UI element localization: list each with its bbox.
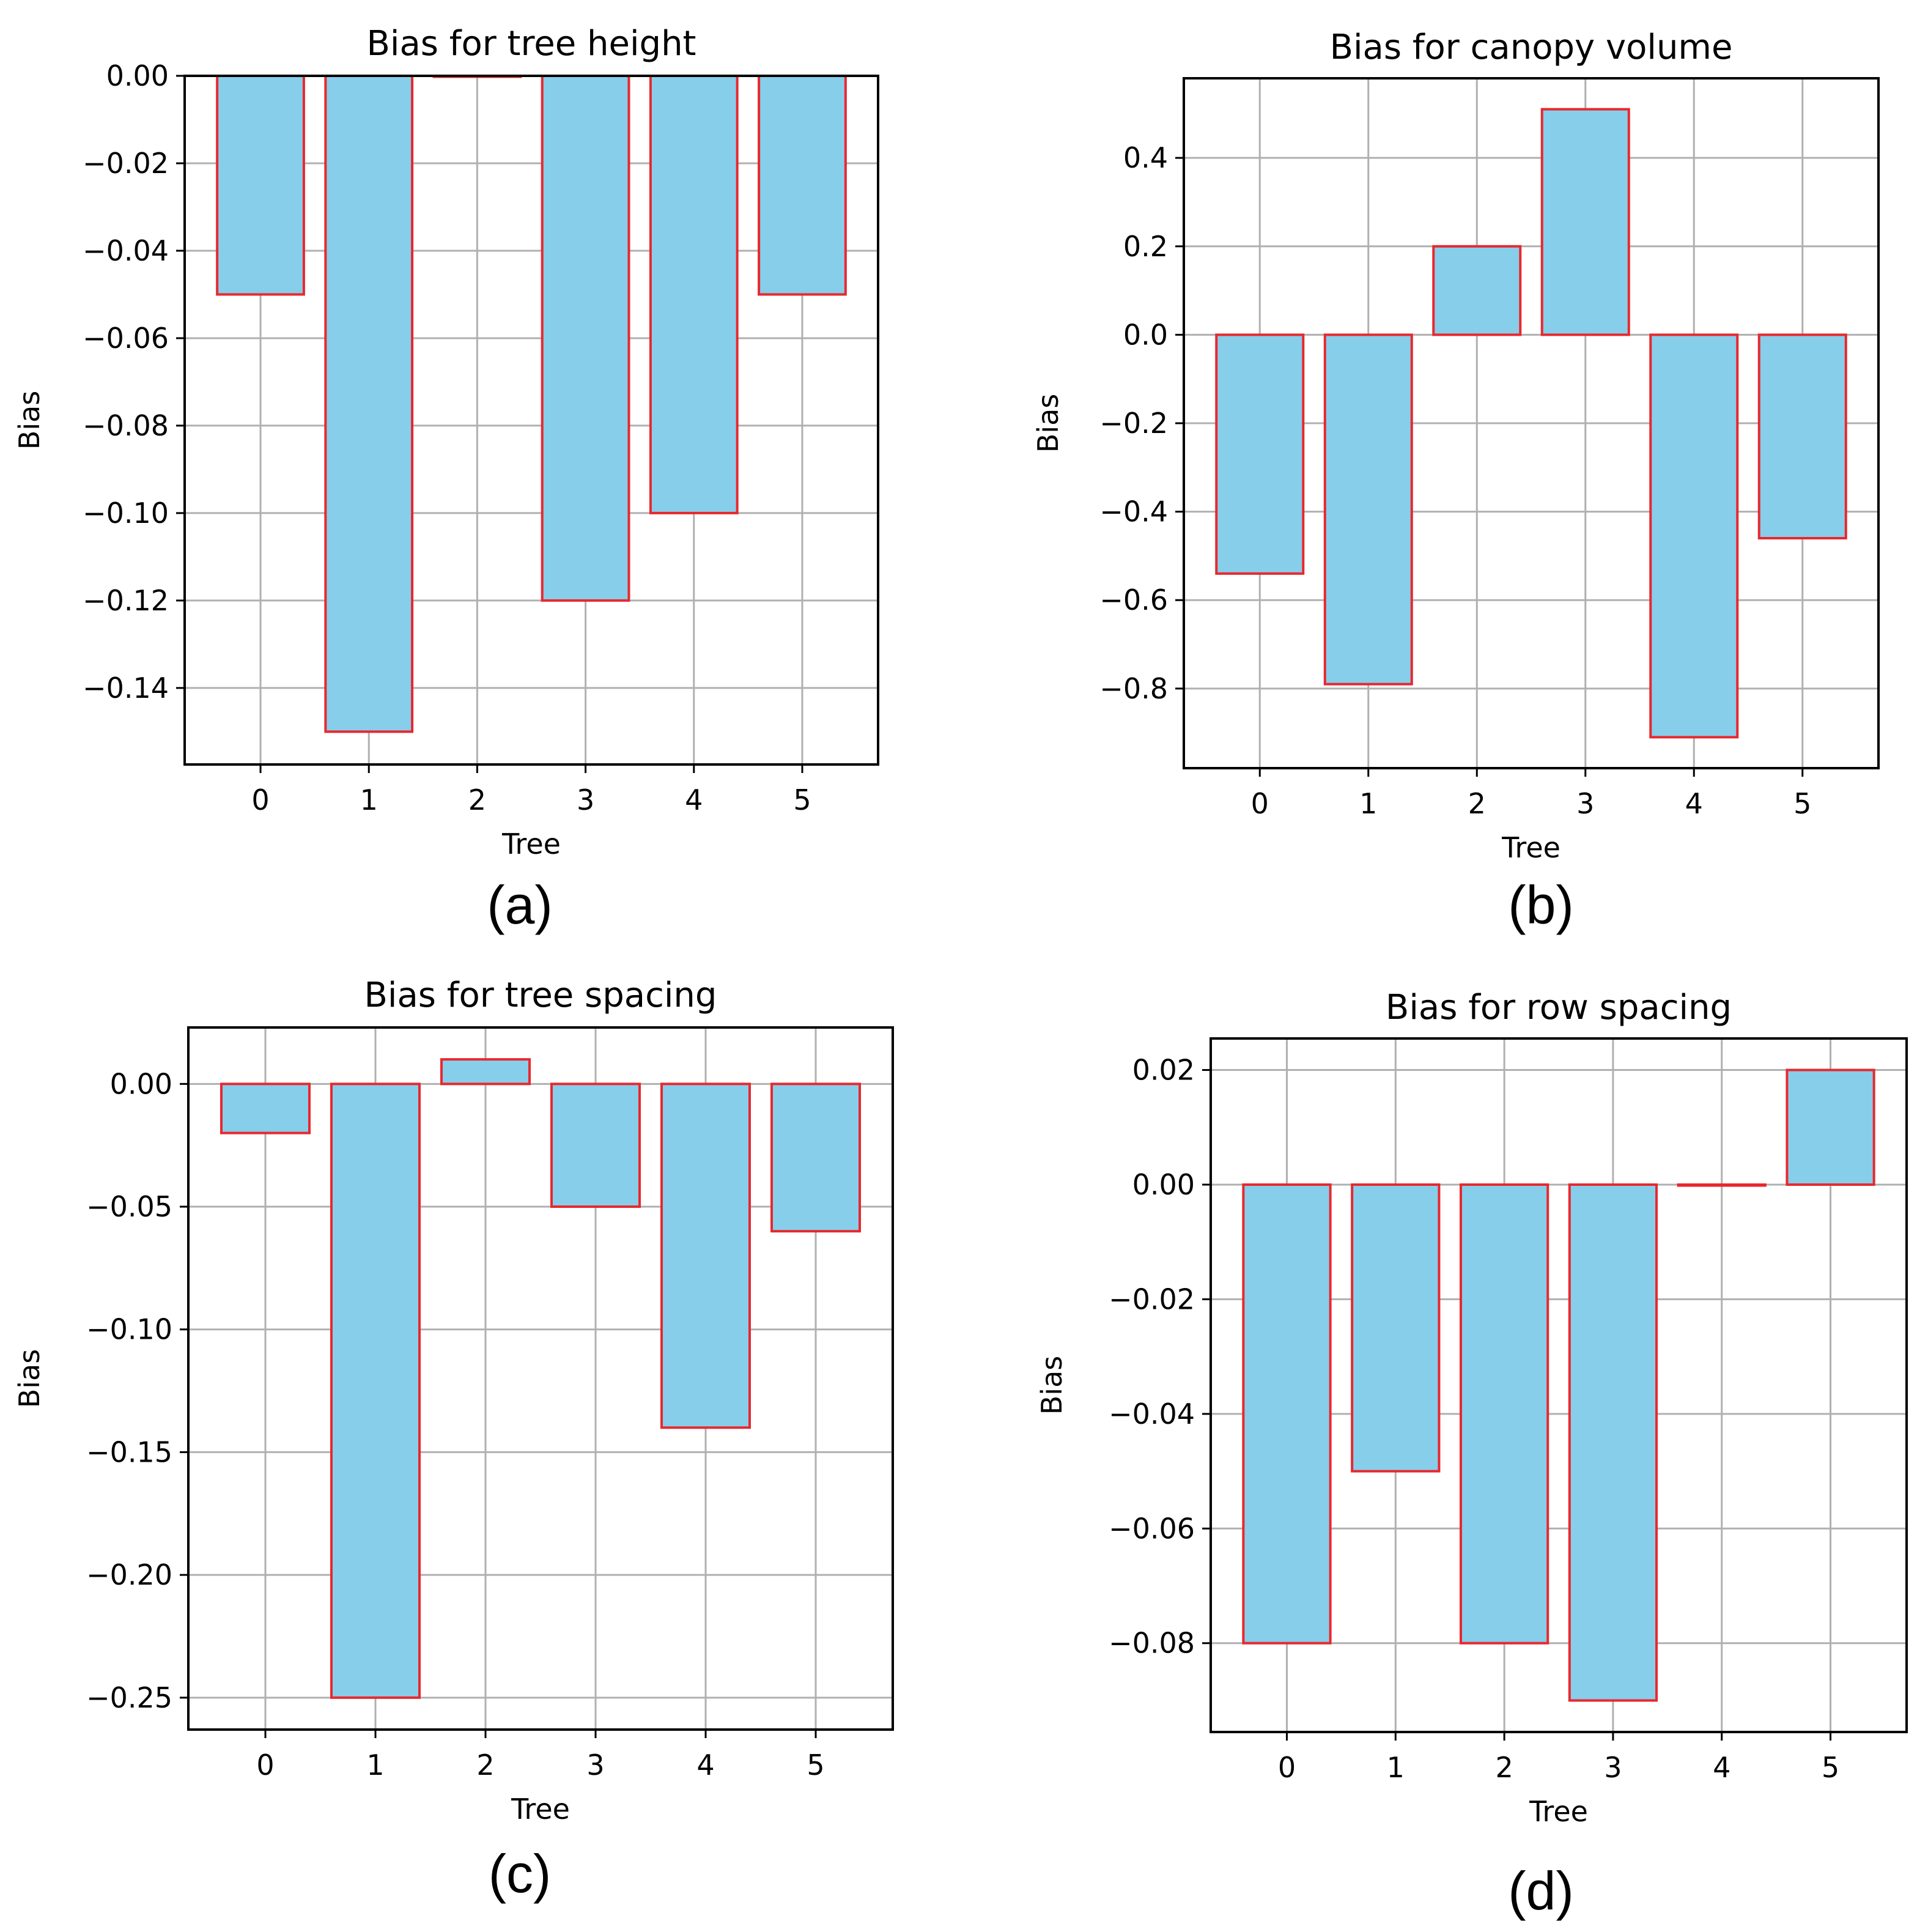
chart-1-bar	[1757, 333, 1847, 540]
chart-0-ylabel: Bias	[13, 391, 46, 450]
chart-2-panel-label: (c)	[489, 1843, 552, 1904]
chart-2-ytick-label: −0.15	[86, 1435, 172, 1468]
chart-panel-a: 0.00 −0.02 −0.04 −0.06 −0.08 −0.10 −0.12 −0.14 0…	[13, 24, 879, 935]
chart-panel-c: 0.00 −0.05 −0.10 −0.15 −0.20 −0.25 0 1 2 3 4 5 Bias …	[13, 975, 894, 1904]
chart-3-bar	[1568, 1183, 1658, 1702]
chart-2-ytick-label: −0.05	[86, 1190, 172, 1223]
chart-2-bar	[330, 1083, 421, 1699]
chart-2-xtick-label: 4	[696, 1749, 714, 1782]
chart-1-bar	[1323, 333, 1413, 686]
chart-0-bar	[649, 75, 739, 514]
chart-1-ytick-label: −0.4	[1099, 495, 1168, 528]
chart-3-xtick-label: 3	[1604, 1751, 1622, 1784]
chart-2-bar	[770, 1083, 861, 1233]
chart-3-xlabel: Tree	[1529, 1795, 1588, 1828]
chart-3-bar	[1786, 1068, 1875, 1186]
chart-0-xtick-label: 1	[360, 783, 378, 816]
chart-1-ytick-label: 0.4	[1123, 141, 1168, 174]
chart-3-ylabel: Bias	[1035, 1356, 1068, 1415]
chart-3-panel-label: (d)	[1508, 1860, 1574, 1921]
chart-1-xtick-label: 3	[1576, 787, 1594, 820]
chart-2-ytick-label: −0.10	[86, 1313, 172, 1346]
chart-1-xtick-label: 5	[1793, 787, 1811, 820]
chart-1-ytick-label: −0.2	[1099, 407, 1168, 440]
chart-0-ytick-label: −0.06	[83, 322, 169, 355]
chart-2-plot-frame	[187, 1026, 894, 1731]
chart-0-xlabel: Tree	[501, 827, 561, 861]
chart-0-bar	[541, 75, 630, 602]
chart-3-bar	[1677, 1183, 1767, 1187]
chart-2-xtick-label: 5	[807, 1749, 824, 1782]
chart-1-ytick-label: −0.8	[1099, 672, 1168, 705]
chart-1-ytick-label: 0.2	[1123, 230, 1168, 263]
chart-2-xtick-label: 3	[586, 1749, 604, 1782]
chart-3-xtick-label: 4	[1713, 1751, 1730, 1784]
chart-0-xtick-label: 3	[577, 783, 594, 816]
chart-2-title: Bias for tree spacing	[364, 975, 717, 1015]
chart-0-title: Bias for tree height	[366, 24, 696, 64]
chart-2-bar	[660, 1083, 751, 1429]
chart-0-bar	[216, 75, 305, 296]
chart-1-bar	[1215, 333, 1305, 575]
chart-3-bar	[1351, 1183, 1441, 1473]
chart-0-panel-label: (a)	[487, 875, 553, 935]
chart-3-plot-frame	[1210, 1037, 1908, 1733]
chart-1-bar	[1540, 108, 1630, 336]
chart-2-ytick-label: 0.00	[110, 1067, 172, 1100]
chart-2-ylabel: Bias	[13, 1349, 46, 1408]
chart-0-ytick-label: −0.14	[83, 672, 169, 705]
chart-1-panel-label: (b)	[1508, 875, 1574, 935]
chart-3-ytick-label: 0.02	[1132, 1054, 1195, 1087]
chart-1-bar	[1432, 245, 1522, 336]
chart-panel-d: 0.02 0.00 −0.02 −0.04 −0.06 −0.08 0 1 2 3 4 5 Bias f…	[1035, 988, 1908, 1921]
chart-0-ytick-label: −0.08	[83, 409, 169, 442]
chart-0-ytick-label: 0.00	[106, 59, 169, 92]
chart-1-plot-frame	[1183, 77, 1880, 769]
chart-0-bar	[324, 75, 414, 733]
chart-1-title: Bias for canopy volume	[1330, 28, 1733, 67]
chart-0-xtick-label: 0	[251, 783, 269, 816]
chart-3-xtick-label: 5	[1822, 1751, 1839, 1784]
chart-0-xtick-label: 4	[685, 783, 703, 816]
chart-1-bar	[1649, 333, 1739, 739]
chart-1-xtick-label: 2	[1468, 787, 1486, 820]
chart-1-ylabel: Bias	[1032, 394, 1065, 453]
chart-3-xtick-label: 1	[1387, 1751, 1405, 1784]
chart-1-xlabel: Tree	[1501, 831, 1560, 864]
chart-1-xtick-label: 0	[1251, 787, 1269, 820]
chart-3-ytick-label: 0.00	[1132, 1168, 1195, 1201]
chart-3-ytick-label: −0.06	[1109, 1512, 1195, 1545]
chart-0-xtick-label: 2	[468, 783, 486, 816]
chart-3-xtick-label: 0	[1278, 1751, 1296, 1784]
chart-3-ytick-label: −0.08	[1109, 1627, 1195, 1660]
chart-3-ytick-label: −0.02	[1109, 1282, 1195, 1316]
chart-0-plot-frame	[183, 75, 879, 766]
chart-0-bar	[758, 75, 847, 296]
chart-0-xtick-label: 5	[793, 783, 811, 816]
chart-2-xtick-label: 0	[256, 1749, 274, 1782]
chart-0-ytick-label: −0.02	[83, 147, 169, 180]
chart-1-xtick-label: 4	[1685, 787, 1703, 820]
chart-3-title: Bias for row spacing	[1386, 988, 1732, 1027]
chart-2-ytick-label: −0.20	[86, 1558, 172, 1591]
chart-1-ytick-label: −0.6	[1099, 583, 1168, 616]
chart-panel-b: 0.4 0.2 0.0 −0.2 −0.4 −0.6 −0.8 0 1 2 3 4 5 Bias for …	[1032, 28, 1880, 935]
chart-0-ytick-label: −0.10	[83, 497, 169, 530]
chart-2-xtick-label: 1	[366, 1749, 384, 1782]
chart-2-xtick-label: 2	[476, 1749, 494, 1782]
chart-2-bar	[220, 1083, 311, 1134]
chart-2-ytick-label: −0.25	[86, 1681, 172, 1714]
chart-0-ytick-label: −0.04	[83, 234, 169, 267]
chart-0-ytick-label: −0.12	[83, 584, 169, 617]
chart-3-ytick-label: −0.04	[1109, 1397, 1195, 1430]
chart-2-bar	[440, 1058, 531, 1086]
chart-2-xlabel: Tree	[511, 1793, 570, 1826]
chart-3-bar	[1242, 1183, 1332, 1645]
chart-2-bar	[550, 1083, 641, 1208]
chart-1-xtick-label: 1	[1359, 787, 1377, 820]
chart-3-xtick-label: 2	[1495, 1751, 1513, 1784]
chart-1-ytick-label: 0.0	[1123, 318, 1168, 351]
chart-3-bar	[1459, 1183, 1549, 1645]
